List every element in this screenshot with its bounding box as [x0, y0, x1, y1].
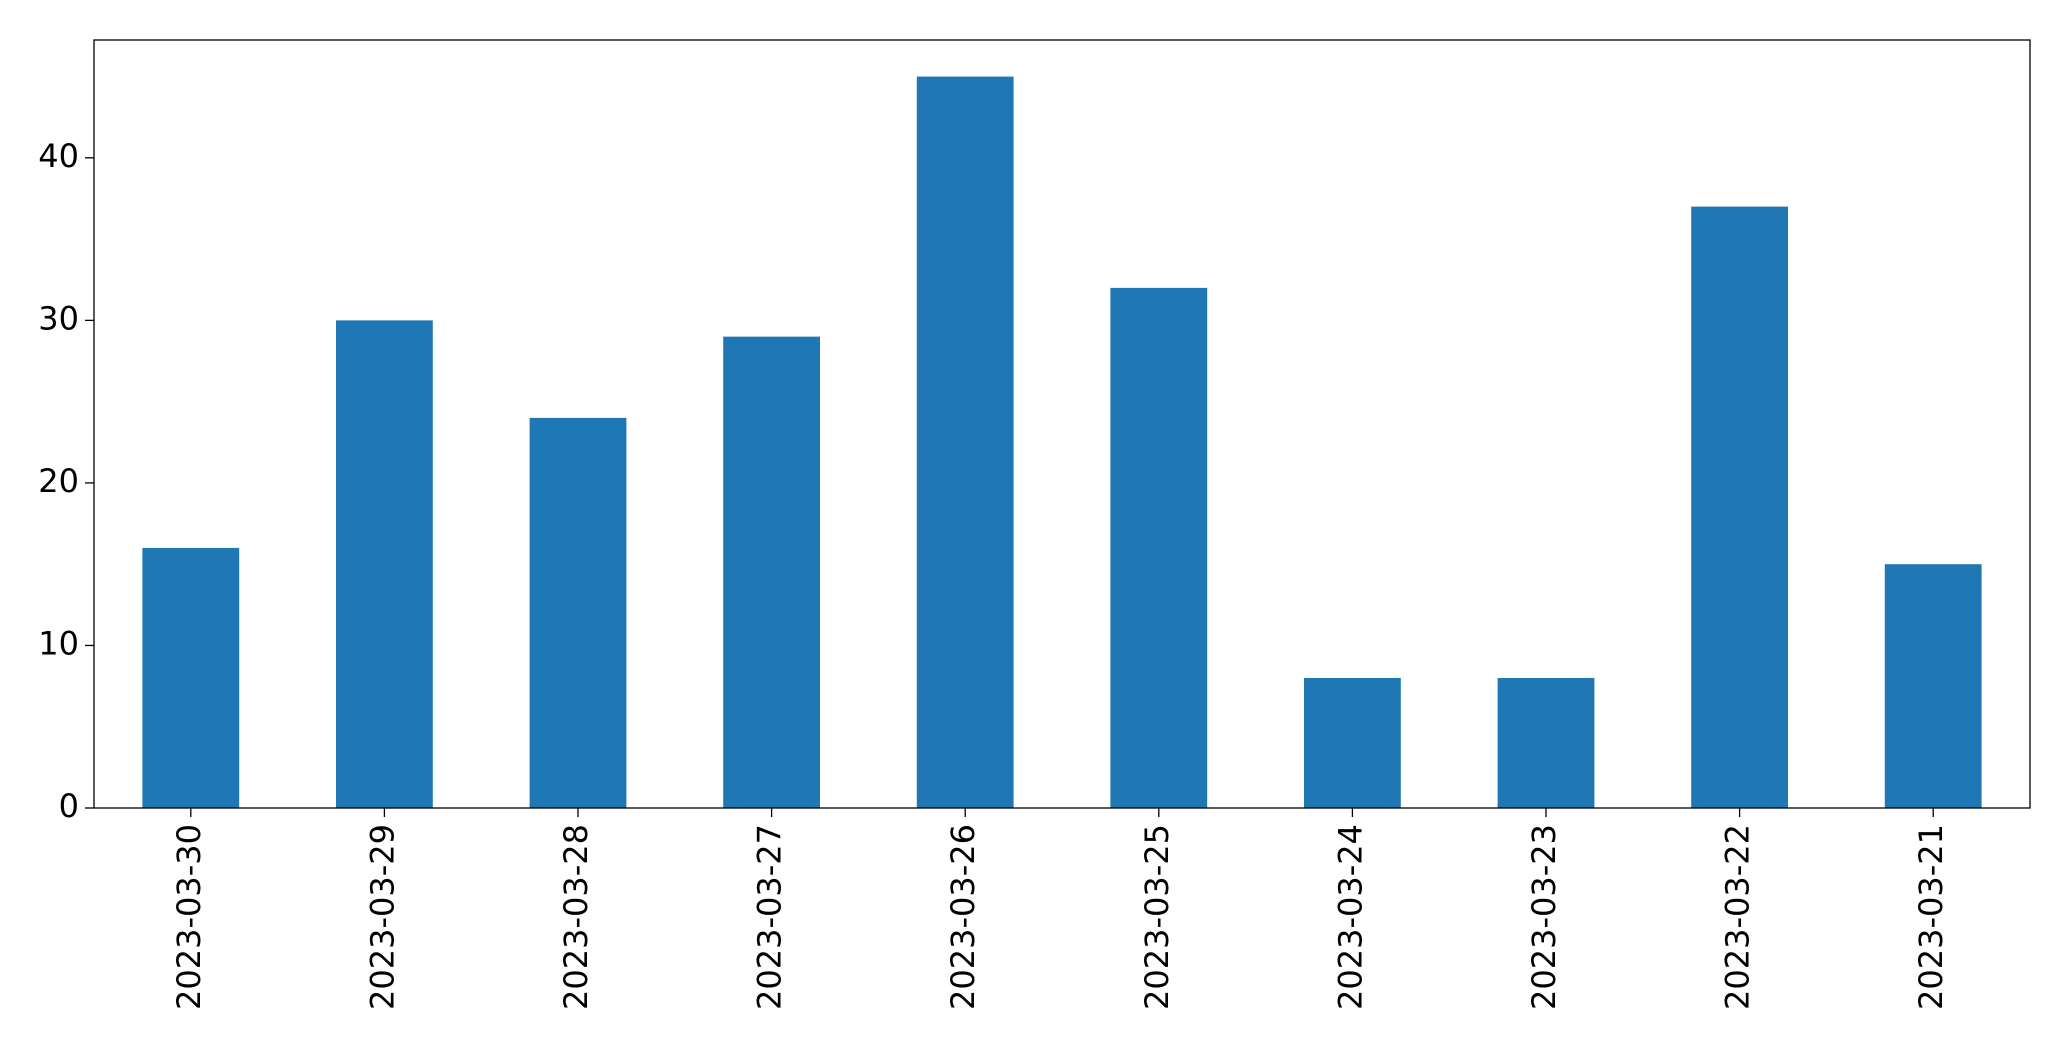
y-tick-label: 10	[38, 624, 79, 662]
y-tick-label: 0	[59, 787, 79, 825]
x-tick-label: 2023-03-30	[170, 824, 208, 1010]
x-tick-label: 2023-03-24	[1331, 824, 1369, 1010]
x-tick-label: 2023-03-22	[1719, 824, 1757, 1010]
bar	[1304, 677, 1401, 808]
bar	[1497, 677, 1595, 808]
bar	[916, 76, 1014, 809]
x-tick-label: 2023-03-27	[751, 824, 789, 1010]
x-tick-label: 2023-03-29	[363, 824, 401, 1010]
bar	[1691, 206, 1788, 809]
bar	[1884, 564, 1982, 808]
x-tick-label: 2023-03-28	[557, 824, 595, 1010]
plot-frame	[93, 39, 2031, 809]
y-tick-label: 30	[38, 299, 79, 337]
y-tick-label: 20	[38, 462, 79, 500]
x-tick-label: 2023-03-25	[1138, 824, 1176, 1010]
bar	[1110, 287, 1208, 808]
y-tick-label: 40	[38, 137, 79, 175]
x-tick-label: 2023-03-26	[944, 824, 982, 1010]
bar	[529, 417, 627, 808]
bar	[723, 336, 820, 808]
bar	[142, 547, 240, 808]
bar	[336, 320, 433, 808]
x-tick-label: 2023-03-23	[1525, 824, 1563, 1010]
x-tick-label: 2023-03-21	[1912, 824, 1950, 1010]
